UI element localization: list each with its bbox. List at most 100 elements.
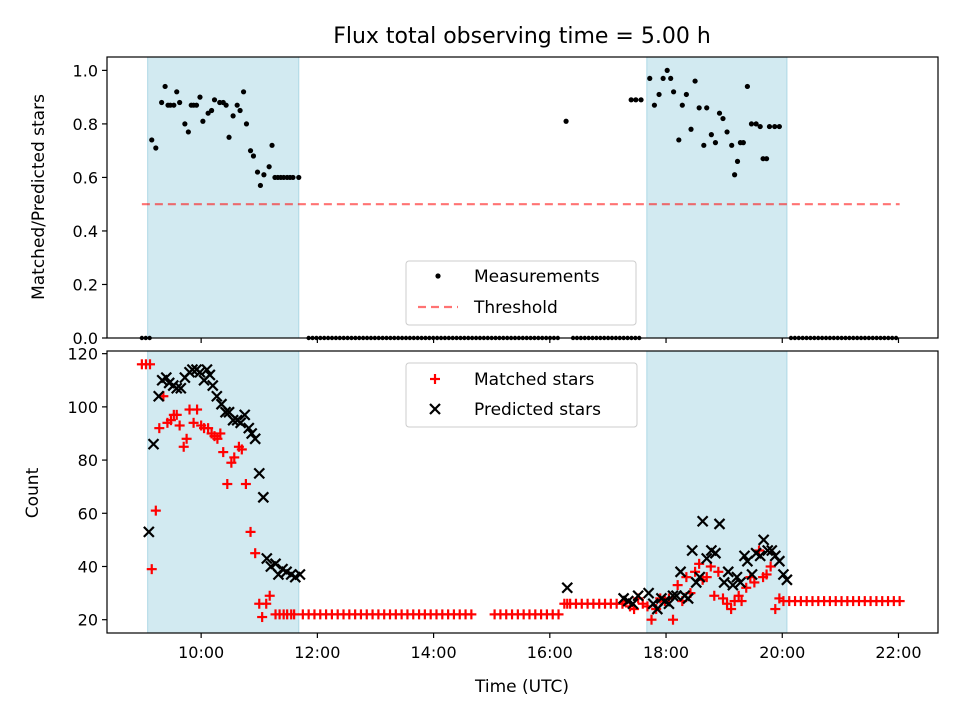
y-tick-label: 0.0 (73, 329, 98, 348)
measurement-point (162, 83, 168, 90)
measurement-point (638, 97, 644, 103)
count-runs (297, 596, 905, 620)
x-tick-label: 16:00 (527, 643, 573, 662)
measurement-point (237, 107, 243, 114)
matched-star-marker (145, 359, 156, 370)
measurement-point (247, 148, 254, 154)
measurement-point (254, 169, 261, 175)
predicted-star-marker (696, 515, 709, 528)
measurement-point (651, 102, 658, 108)
measurement-point (209, 107, 215, 114)
matched-star-marker (181, 433, 192, 444)
predicted-star-marker (170, 382, 183, 395)
matched-star-marker (701, 572, 712, 583)
measurement-point (734, 158, 741, 164)
measurement-point (159, 99, 165, 106)
measurement-point (688, 126, 694, 132)
matched-star-marker (178, 441, 189, 452)
matched-star-marker (681, 572, 692, 583)
predicted-star-marker (700, 552, 713, 565)
measurement-point (226, 134, 232, 140)
matched-star-marker (264, 590, 275, 601)
measurement-point (701, 142, 707, 148)
measurement-point (664, 67, 670, 73)
shaded-span (147, 350, 300, 634)
predicted-star-marker (194, 366, 206, 379)
matched-star-marker (749, 577, 760, 588)
matched-star-marker (733, 590, 744, 601)
y-tick-label: 120 (67, 345, 98, 364)
marker-stroke (194, 366, 206, 379)
predicted-star-marker (186, 363, 199, 376)
count-y-axis-label: Count (23, 467, 43, 518)
predicted-star-marker (693, 571, 706, 583)
measurement-point (670, 89, 677, 95)
legend-dot-marker (435, 273, 441, 279)
measurement-point (740, 140, 746, 146)
predicted-star-marker (713, 518, 726, 530)
predicted-star-marker (777, 568, 790, 581)
matched-star-marker (203, 423, 214, 434)
predicted-star-marker (741, 555, 754, 567)
predicted-star-marker (201, 363, 213, 376)
marker-stroke (718, 576, 730, 589)
measurement-point (200, 118, 206, 124)
matched-star-marker (466, 609, 477, 620)
marker-stroke (682, 592, 694, 605)
measurement-point (290, 174, 296, 181)
matched-star-marker (717, 593, 728, 604)
predicted-star-marker (234, 417, 247, 429)
predicted-star-marker (690, 576, 703, 589)
matched-star-marker (553, 609, 564, 620)
measurement-point (243, 121, 250, 127)
marker-stroke (734, 576, 747, 589)
x-tick-label: 20:00 (759, 643, 805, 662)
predicted-star-marker (204, 369, 216, 381)
ratio-legend: Measurements Threshold (405, 260, 637, 326)
measurement-point (261, 172, 267, 178)
marker-stroke (186, 363, 199, 376)
matched-star-marker (778, 596, 789, 607)
measurement-point (257, 182, 264, 189)
marker-stroke (253, 467, 266, 480)
measurement-point (174, 89, 180, 95)
matched-star-marker (736, 596, 747, 607)
measurement-point (563, 118, 569, 124)
predicted-star-marker (674, 566, 687, 578)
y-tick-label: 0.4 (73, 222, 98, 241)
ratio-panel: 0.0 0.2 0.4 0.6 0.8 1.0 Matched/Predicted sta… (29, 56, 939, 348)
matched-star-marker (770, 604, 781, 615)
y-tick-label: 0.8 (73, 115, 98, 134)
shaded-span (646, 56, 788, 339)
marker-stroke (727, 579, 739, 591)
measurement-point (683, 91, 689, 98)
marker-stroke (280, 566, 293, 578)
matched-star-marker (215, 428, 226, 439)
marker-stroke (686, 544, 698, 557)
predicted-star-marker (734, 576, 747, 589)
measurement-point (149, 137, 155, 143)
marker-stroke (206, 379, 219, 392)
marker-stroke (738, 550, 751, 562)
measurement-point (185, 129, 191, 135)
marker-stroke (245, 427, 258, 440)
matched-star-marker (226, 457, 237, 468)
predicted-star-marker (245, 427, 258, 440)
marker-stroke (201, 363, 213, 376)
y-tick-label: 1.0 (73, 61, 98, 80)
x-axis-label: Time (UTC) (474, 677, 569, 697)
marker-stroke (143, 526, 155, 538)
measurement-point (223, 102, 229, 108)
matched-star-marker (236, 444, 247, 455)
predicted-star-marker (206, 379, 219, 392)
matched-star-marker (154, 423, 165, 434)
matched-star-marker (245, 526, 256, 537)
marker-stroke (722, 566, 734, 578)
predicted-star-marker (238, 409, 251, 421)
marker-stroke (170, 382, 183, 395)
measurement-point (776, 123, 782, 130)
measurement-point (250, 153, 257, 159)
matched-star-marker (722, 598, 733, 609)
marker-stroke (754, 550, 766, 562)
measurement-point (720, 115, 726, 122)
